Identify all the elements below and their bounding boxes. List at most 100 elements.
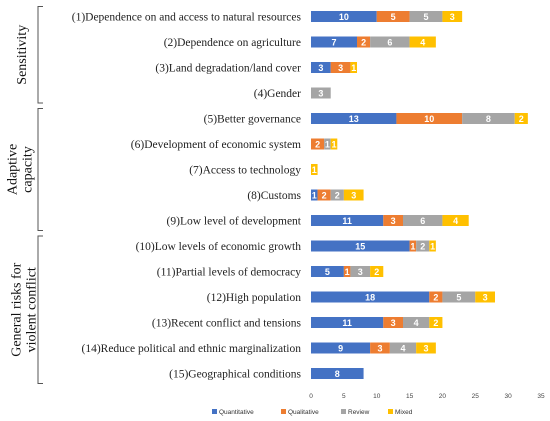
data-label: 2 [519, 114, 524, 124]
data-label: 3 [318, 63, 323, 73]
category-label: (5)Better governance [204, 114, 301, 126]
data-label: 3 [338, 63, 343, 73]
category-label: (8)Customs [247, 190, 301, 202]
bar-segment [370, 36, 410, 48]
data-label: 2 [361, 38, 366, 48]
x-tick-label: 20 [439, 393, 447, 400]
legend-swatch [341, 409, 346, 414]
bar-segment [311, 240, 410, 252]
bar-segment [311, 266, 344, 277]
data-label: 11 [342, 318, 352, 328]
bar-segment [330, 189, 344, 201]
bar-segment [311, 368, 364, 379]
bar-segment [311, 215, 384, 226]
bar-segment [311, 189, 318, 201]
bar-segment [389, 342, 417, 354]
category-label: (2)Dependence on agriculture [164, 37, 301, 49]
data-label: 1 [351, 63, 356, 73]
data-label: 1 [325, 140, 330, 150]
bar-segment [416, 240, 430, 252]
data-label: 1 [410, 242, 415, 252]
x-tick-label: 35 [537, 393, 545, 400]
bar-segment [475, 291, 495, 303]
x-tick-label: 25 [472, 393, 480, 400]
category-label: (14)Reduce political and ethnic marginal… [82, 343, 302, 355]
data-label: 10 [339, 12, 349, 22]
data-label: 2 [420, 242, 425, 252]
bar-segment [350, 62, 357, 73]
data-label: 18 [365, 293, 375, 303]
bar-segment [311, 87, 331, 99]
data-label: 5 [456, 293, 461, 303]
bar-segment [350, 266, 371, 277]
bar-segment [429, 317, 443, 328]
bar-segment [376, 11, 410, 22]
data-label: 3 [391, 216, 396, 226]
group-label: Sensitivity [15, 25, 30, 85]
category-label: (13)Recent conflict and tensions [152, 318, 302, 330]
bar-segment [514, 113, 528, 124]
bar-segment [403, 215, 443, 226]
data-label: 1 [430, 242, 435, 252]
bar-segment [311, 317, 384, 328]
legend-swatch [212, 409, 217, 414]
bar-segment [311, 11, 377, 22]
category-label: (9)Low level of development [167, 216, 302, 228]
data-label: 5 [423, 12, 428, 22]
data-label: 2 [433, 318, 438, 328]
x-tick-label: 10 [373, 393, 381, 400]
bar-segment [462, 113, 515, 124]
bar-segment [370, 266, 384, 277]
group-label: Adaptivecapacity [6, 144, 36, 195]
data-label: 1 [345, 267, 350, 277]
category-label: (4)Gender [254, 88, 301, 100]
data-label: 6 [387, 38, 392, 48]
data-label: 3 [377, 344, 382, 354]
bar-segment [396, 113, 463, 124]
bar-segment [429, 240, 436, 252]
data-label: 4 [414, 318, 419, 328]
legend-label: Qualitative [288, 409, 319, 416]
data-label: 2 [335, 191, 340, 201]
data-label: 2 [433, 293, 438, 303]
group-bracket [37, 6, 43, 104]
data-label: 8 [486, 114, 491, 124]
data-label: 13 [349, 114, 359, 124]
data-label: 10 [424, 114, 434, 124]
data-label: 7 [331, 38, 336, 48]
group-label: General risks forviolent conflict [10, 262, 40, 356]
data-label: 4 [420, 38, 425, 48]
data-label: 15 [355, 242, 365, 252]
x-tick-label: 0 [309, 393, 313, 400]
legend-swatch [281, 409, 286, 414]
legend-swatch [388, 409, 393, 414]
group-bracket [37, 108, 43, 231]
data-label: 3 [423, 344, 428, 354]
bar-segment [383, 317, 403, 328]
data-label: 2 [315, 140, 320, 150]
data-label: 3 [450, 12, 455, 22]
bar-segment [311, 36, 357, 48]
data-label: 3 [318, 89, 323, 99]
category-label: (15)Geographical conditions [169, 369, 301, 381]
category-label: (10)Low levels of economic growth [136, 241, 302, 253]
bar-segment [311, 164, 318, 175]
bar-segment [409, 240, 417, 252]
data-label: 3 [351, 191, 356, 201]
category-label: (11)Partial levels of democracy [157, 267, 301, 279]
data-label: 1 [312, 165, 317, 175]
bar-segment [311, 62, 331, 73]
data-label: 2 [374, 267, 379, 277]
bar-segment [357, 36, 371, 48]
bar-segment [311, 138, 325, 150]
category-label: (7)Access to technology [189, 165, 301, 177]
bar-segment [311, 291, 430, 303]
data-label: 5 [325, 267, 330, 277]
category-label: (1)Dependence on and access to natural r… [72, 12, 302, 24]
group-bracket [37, 235, 43, 384]
bar-segment [317, 189, 331, 201]
data-label: 9 [338, 344, 343, 354]
bar-segment [409, 11, 443, 22]
bar-segment [311, 113, 397, 124]
